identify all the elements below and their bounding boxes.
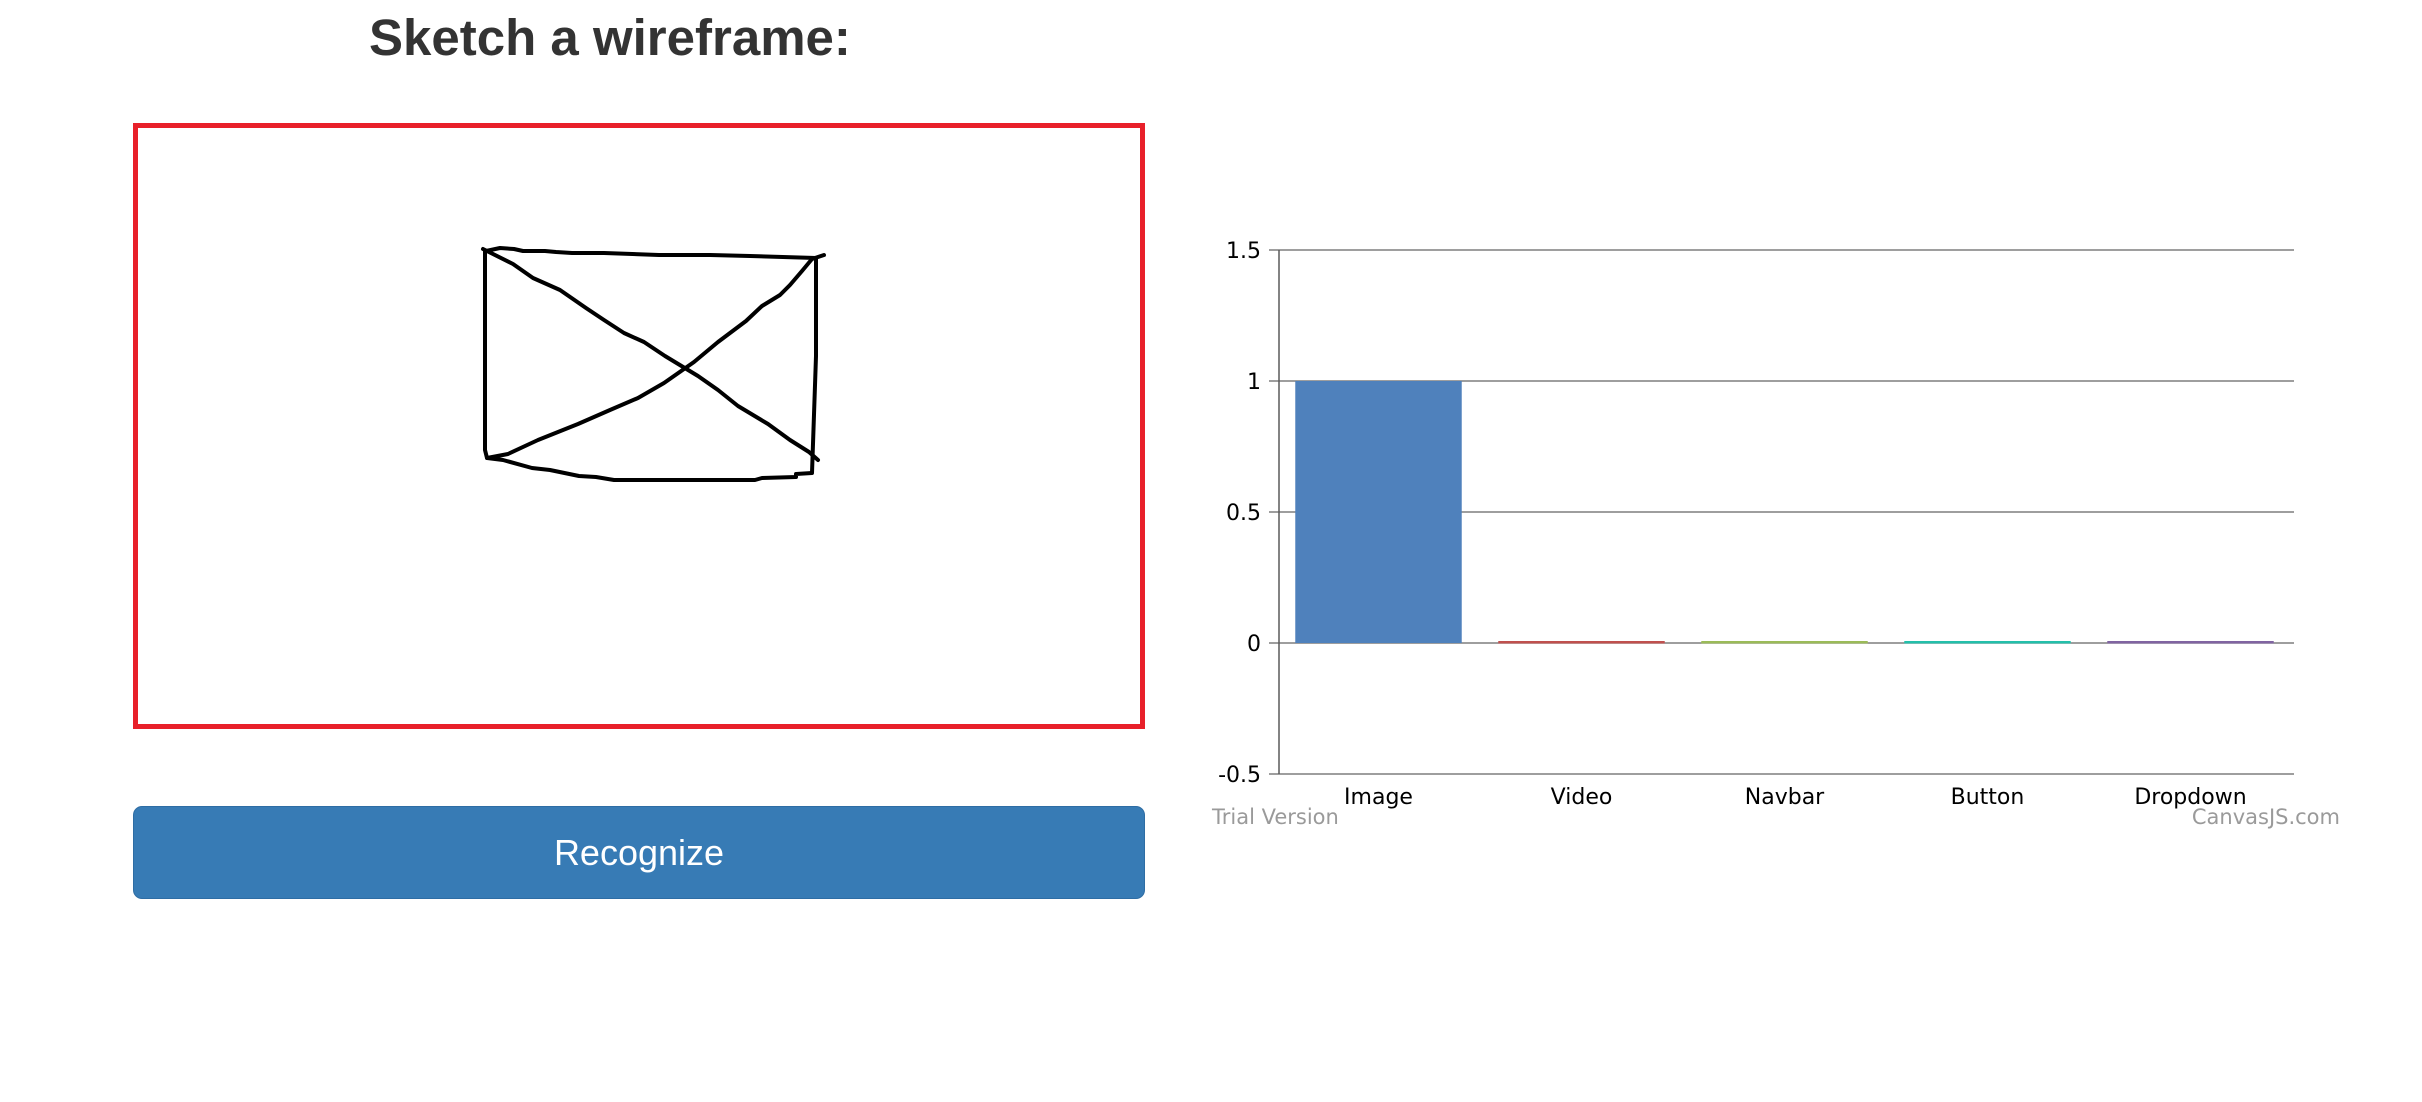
chart-trial-version-text: Trial Version xyxy=(1211,805,1339,829)
bar-image[interactable] xyxy=(1295,381,1462,643)
chart-svg: -0.5 0 0.5 1 1.5 Image Video Navbar Button Dropdo… xyxy=(1211,239,2340,829)
y-tick-label: 1.5 xyxy=(1226,239,1261,264)
bar-navbar[interactable] xyxy=(1701,641,1868,644)
y-tick-label: 0 xyxy=(1247,632,1261,657)
x-tick-label: Video xyxy=(1551,785,1613,810)
bar-video[interactable] xyxy=(1498,641,1665,644)
recognize-button[interactable]: Recognize xyxy=(133,806,1145,899)
x-tick-label: Image xyxy=(1344,785,1413,810)
y-tick-label: 0.5 xyxy=(1226,501,1261,526)
chart-labels: -0.5 0 0.5 1 1.5 Image Video Navbar Button Dropdo… xyxy=(1218,239,2247,810)
sketch-stroke-diagonal-a xyxy=(481,247,820,462)
chart-bars xyxy=(1295,381,2274,644)
bar-button[interactable] xyxy=(1904,641,2071,644)
x-tick-label: Navbar xyxy=(1745,785,1825,810)
y-tick-label: -0.5 xyxy=(1218,763,1261,788)
sketch-stroke-diagonal-b xyxy=(485,253,826,460)
page-title: Sketch a wireframe: xyxy=(369,9,851,66)
bar-dropdown[interactable] xyxy=(2107,641,2274,644)
sketch-stroke-box xyxy=(483,246,818,482)
prediction-chart: -0.5 0 0.5 1 1.5 Image Video Navbar Button Dropdo… xyxy=(1200,200,2350,850)
x-tick-label: Button xyxy=(1951,785,2025,810)
y-tick-label: 1 xyxy=(1247,370,1261,395)
sketch-drawing xyxy=(481,246,826,482)
chart-credit-link[interactable]: CanvasJS.com xyxy=(2192,805,2340,829)
x-tick-label: Dropdown xyxy=(2134,785,2246,810)
sketch-canvas[interactable] xyxy=(133,123,1145,729)
